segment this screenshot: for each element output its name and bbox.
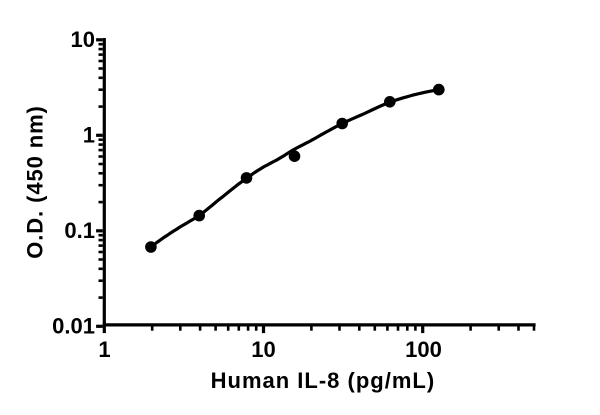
svg-text:0.1: 0.1	[64, 218, 95, 243]
svg-text:100: 100	[405, 337, 442, 362]
svg-text:0.01: 0.01	[52, 314, 95, 339]
svg-text:1: 1	[83, 123, 95, 148]
svg-text:1: 1	[98, 337, 110, 362]
svg-text:Human IL-8 (pg/mL): Human IL-8 (pg/mL)	[211, 368, 436, 393]
svg-text:10: 10	[71, 27, 95, 52]
svg-text:O.D. (450 nm): O.D. (450 nm)	[23, 105, 48, 259]
svg-text:10: 10	[251, 337, 275, 362]
